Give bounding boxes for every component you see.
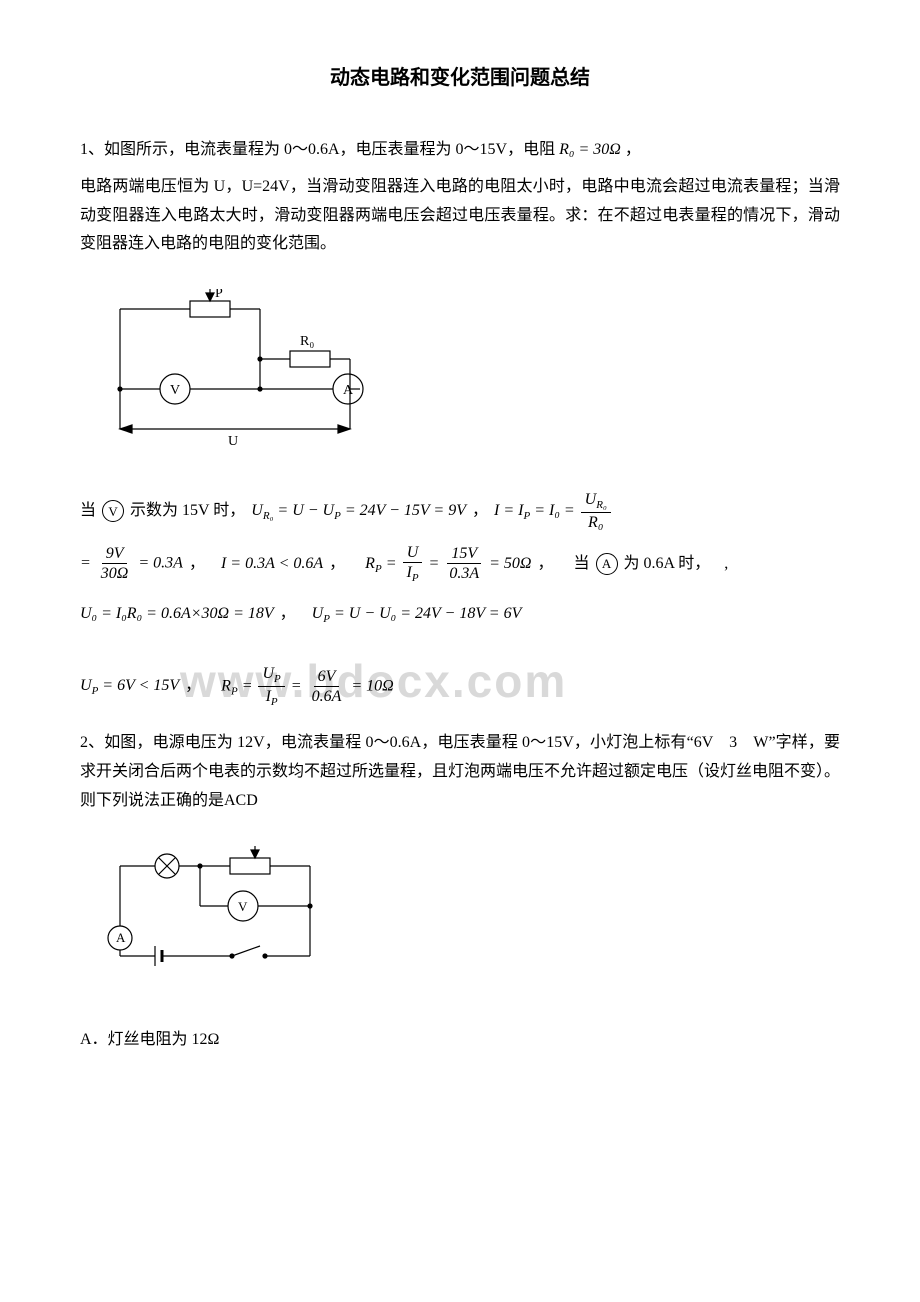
problem-2-intro: 2、如图，电源电压为 12V，电流表量程 0～0.6A，电压表量程 0～15V，… <box>80 729 840 815</box>
comma2: ， <box>189 545 205 583</box>
p1-intro-text: 1、如图所示，电流表量程为 0～0.6A，电压表量程为 0～15V，电阻 <box>80 141 555 158</box>
UR0: U <box>251 502 263 519</box>
Psub1: P <box>334 510 341 522</box>
eq-line-1: 当 V 示数为 15V 时， UR₀ = U − UP = 24V − 15V … <box>80 490 840 533</box>
RP2sub: P <box>231 685 238 697</box>
page-title: 动态电路和变化范围问题总结 <box>80 60 840 96</box>
r10: = 10Ω <box>351 677 393 694</box>
circled-v-icon: V <box>102 500 124 522</box>
circled-a-icon: A <box>596 553 618 575</box>
comma3: ， <box>329 545 345 583</box>
label-V: V <box>170 383 180 398</box>
eq-line-3: U₀ = I₀R₀ = 0.6A×30Ω = 18V ， UP = U − U₀… <box>80 595 840 633</box>
I0-eq: = I₀ = <box>534 502 578 519</box>
comma4: ， <box>538 545 554 583</box>
UR0-sub: R₀ <box>263 510 274 522</box>
frac-6: 6V 0.6A <box>308 667 346 706</box>
label-V2: V <box>238 899 248 914</box>
UP6: U <box>80 677 92 694</box>
fr1d: R₀ <box>584 513 607 532</box>
p1-tail: ， <box>625 141 641 158</box>
option-A: A．灯丝电阻为 12Ω <box>80 1026 840 1055</box>
label-U: U <box>228 434 238 449</box>
fr1n: U <box>585 491 597 508</box>
frac-4: 15V 0.3A <box>445 544 483 583</box>
problem-1-body: 电路两端电压恒为 U，U=24V，当滑动变阻器连入电路的电阻太小时，电路中电流会… <box>80 173 840 259</box>
UP6sub: P <box>92 685 99 697</box>
circuit-diagram-1: P R₀ V A U <box>100 289 840 460</box>
label-A2: A <box>116 930 126 945</box>
UPexpr: = U − U₀ = 24V − 18V = 6V <box>334 605 521 622</box>
comma1: ， <box>472 492 488 530</box>
U0line: U₀ = I₀R₀ = 0.6A×30Ω = 18V <box>80 595 274 633</box>
fr5dsub: P <box>271 696 278 708</box>
comma6: ， <box>185 667 201 705</box>
comma5: ， <box>280 595 296 633</box>
RP: R <box>365 555 375 572</box>
fr3d-sub: P <box>412 572 419 584</box>
eq-line-4: UP = 6V < 15V ， RP = UP IP = 6V 0.6A = 1… <box>80 664 840 710</box>
r0-expr: R₀ = 30Ω <box>559 141 621 158</box>
UPline: U <box>312 605 324 622</box>
eqs2: = 24V − 15V = 9V <box>345 502 466 519</box>
UP6tail: = 6V < 15V <box>102 677 179 694</box>
wei06: 为 0.6A 时， <box>624 545 711 583</box>
r03A: = 0.3A <box>138 555 183 572</box>
fr1n-sub: R₀ <box>596 499 607 511</box>
fr5nsub: P <box>274 673 281 685</box>
fr2d: 30Ω <box>97 564 133 583</box>
equations-block-1: 当 V 示数为 15V 时， UR₀ = U − UP = 24V − 15V … <box>80 490 840 709</box>
UPsub: P <box>323 613 330 625</box>
fr4d: 0.3A <box>445 564 483 583</box>
fr6n: 6V <box>314 667 340 687</box>
RPexpr: = <box>386 555 401 572</box>
circuit-diagram-2: V A <box>100 846 840 997</box>
frac-2: 9V 30Ω <box>97 544 133 583</box>
dang: 当 <box>574 545 590 583</box>
eq-t1: 当 <box>80 492 96 530</box>
IP-sub: P <box>523 510 530 522</box>
eq-line-2: = 9V 30Ω = 0.3A ， I = 0.3A < 0.6A ， RP =… <box>80 543 840 586</box>
r50: = 50Ω <box>489 555 531 572</box>
label-R0: R₀ <box>300 334 314 349</box>
problem-1-intro: 1、如图所示，电流表量程为 0～0.6A，电压表量程为 0～15V，电阻 R₀ … <box>80 136 840 165</box>
frac-3: U IP <box>402 543 422 586</box>
I03: I = 0.3A < 0.6A <box>221 545 323 583</box>
label-A: A <box>343 383 354 398</box>
I-eq: I = I <box>494 502 523 519</box>
fr4n: 15V <box>447 544 481 564</box>
frac-5: UP IP <box>258 664 284 710</box>
fr3n: U <box>403 543 423 563</box>
RP2: R <box>221 677 231 694</box>
fr5n: U <box>262 665 274 682</box>
fr2n: 9V <box>102 544 128 564</box>
eq-t2: 示数为 15V 时， <box>130 492 245 530</box>
fr6d: 0.6A <box>308 687 346 706</box>
RP-sub: P <box>375 563 382 575</box>
eqs1: = U − U <box>277 502 334 519</box>
frac-1: UR₀ R₀ <box>581 490 611 533</box>
label-P: P <box>215 289 223 301</box>
